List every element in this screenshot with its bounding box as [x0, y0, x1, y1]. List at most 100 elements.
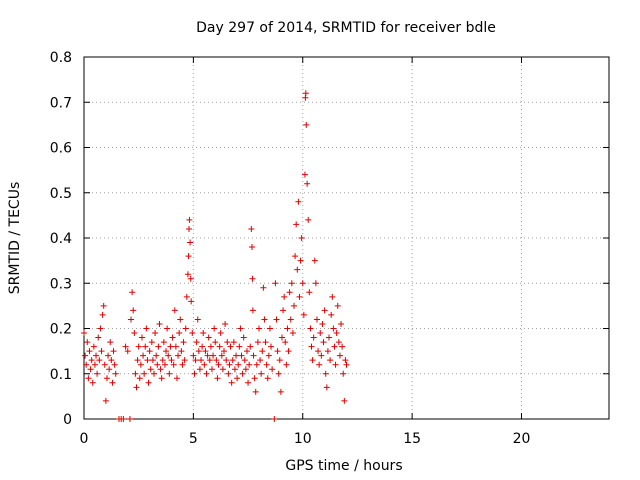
data-point	[322, 370, 329, 377]
data-point	[288, 280, 295, 287]
data-point	[297, 257, 304, 264]
data-point	[211, 325, 218, 332]
data-point	[145, 379, 152, 386]
data-point	[227, 343, 234, 350]
data-point	[229, 357, 236, 364]
chart-title: Day 297 of 2014, SRMTID for receiver bdl…	[196, 20, 496, 36]
data-point	[262, 339, 269, 346]
data-point	[136, 375, 143, 382]
data-point	[265, 352, 272, 359]
data-point	[95, 334, 102, 341]
data-point	[293, 221, 300, 228]
data-point	[192, 357, 199, 364]
data-point	[257, 357, 264, 364]
data-point	[336, 352, 343, 359]
data-point	[82, 352, 89, 359]
data-point	[221, 348, 227, 355]
data-point	[320, 339, 327, 346]
data-point	[96, 357, 103, 364]
data-point	[134, 357, 141, 364]
data-point	[130, 307, 137, 314]
data-point	[133, 384, 140, 391]
data-point	[175, 352, 182, 359]
data-point	[289, 330, 296, 337]
data-point	[186, 225, 192, 232]
data-point	[195, 348, 202, 355]
data-point	[148, 339, 155, 346]
data-point	[259, 348, 266, 355]
data-point	[339, 343, 346, 350]
data-point	[300, 311, 307, 318]
data-point	[193, 339, 200, 346]
data-point	[327, 357, 334, 364]
data-point	[303, 121, 310, 128]
data-point	[280, 307, 287, 314]
data-point	[129, 289, 136, 296]
data-point	[276, 357, 283, 364]
data-point	[124, 348, 131, 355]
data-point	[154, 361, 161, 368]
data-point	[102, 397, 109, 404]
data-point	[331, 343, 338, 350]
data-point	[89, 379, 96, 386]
data-point	[204, 352, 211, 359]
data-point	[281, 293, 288, 300]
data-point	[321, 307, 328, 314]
data-point	[249, 244, 255, 251]
data-point	[326, 334, 332, 341]
data-point	[239, 370, 246, 377]
data-point	[137, 361, 144, 368]
data-point	[252, 388, 259, 395]
data-point	[157, 366, 164, 373]
data-point	[208, 366, 215, 373]
data-point	[181, 357, 188, 364]
x-tick-label: 0	[80, 431, 89, 447]
data-point	[138, 334, 145, 341]
data-point	[342, 357, 349, 364]
data-point	[329, 293, 336, 300]
x-tick-label: 5	[189, 431, 198, 447]
y-tick-label: 0.4	[50, 231, 72, 247]
data-point	[203, 370, 210, 377]
y-tick-label: 0.2	[50, 322, 72, 338]
data-point	[301, 171, 308, 178]
data-point	[98, 348, 105, 355]
data-point	[286, 289, 293, 296]
data-point	[180, 339, 187, 346]
data-point	[237, 325, 244, 332]
data-point	[176, 330, 183, 337]
data-point	[149, 357, 156, 364]
data-point	[167, 343, 174, 350]
data-point	[307, 325, 314, 332]
data-point	[196, 366, 203, 373]
data-point	[160, 339, 167, 346]
data-point	[308, 343, 315, 350]
data-point	[91, 361, 98, 368]
data-point	[219, 366, 226, 373]
data-point	[144, 357, 151, 364]
data-point	[312, 280, 319, 287]
data-point	[302, 90, 309, 97]
data-point	[101, 361, 108, 368]
data-point	[178, 348, 185, 355]
y-tick-label: 0.6	[50, 141, 72, 157]
data-point	[249, 275, 256, 282]
data-point	[100, 302, 107, 309]
data-point	[328, 311, 335, 318]
data-point	[142, 343, 149, 350]
data-point	[131, 330, 138, 337]
data-point	[179, 361, 186, 368]
data-point	[182, 325, 189, 332]
data-point	[225, 370, 232, 377]
data-point	[251, 375, 258, 382]
data-point	[292, 253, 299, 260]
data-point	[253, 361, 260, 368]
data-point	[285, 348, 292, 355]
data-point	[172, 343, 179, 350]
x-tick-label: 20	[513, 431, 531, 447]
data-point	[233, 352, 240, 359]
data-point	[298, 235, 305, 241]
data-point	[249, 307, 256, 314]
data-point	[313, 316, 320, 323]
